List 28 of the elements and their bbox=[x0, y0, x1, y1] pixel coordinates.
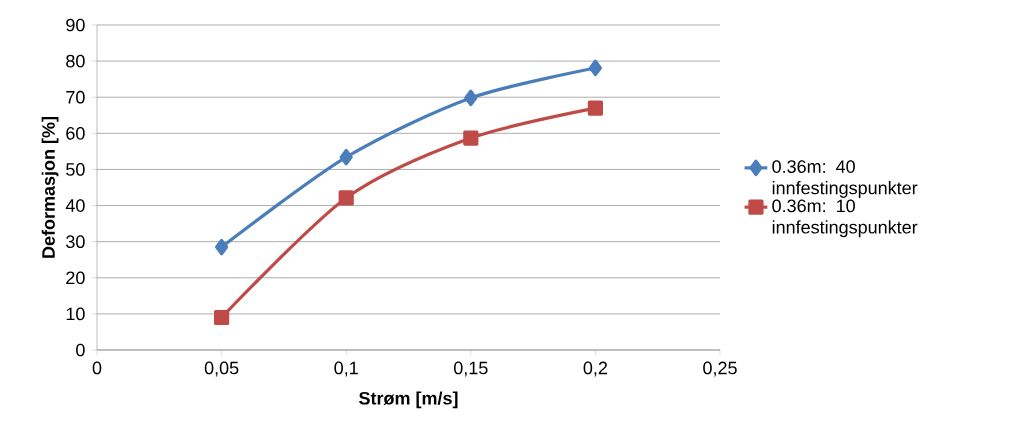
x-tick-label: 0,2 bbox=[583, 361, 608, 377]
x-tick-label: 0,05 bbox=[204, 361, 239, 377]
point bbox=[214, 309, 230, 326]
point bbox=[463, 130, 479, 146]
y-tick-label: 20 bbox=[66, 271, 85, 285]
x-tick-label: 0,25 bbox=[703, 361, 737, 377]
y-axis-title: Deformasjon [%] bbox=[41, 117, 59, 258]
y-tick-label: 50 bbox=[66, 163, 85, 176]
legend-label: 0.36m: 40 innfestingspunkter bbox=[772, 160, 918, 198]
y-tick-label: 40 bbox=[65, 199, 85, 212]
y-tick-label: 70 bbox=[66, 90, 85, 104]
x-tick-label: 0,15 bbox=[454, 361, 488, 377]
point bbox=[215, 238, 229, 256]
y-tick-label: 90 bbox=[66, 18, 85, 32]
x-axis-title: Strøm [m/s] bbox=[359, 391, 458, 409]
point bbox=[464, 89, 478, 107]
y-tick-label: 10 bbox=[66, 307, 85, 321]
y-tick-label: 60 bbox=[66, 126, 85, 140]
legend-label: 0.36m: 10 innfestingspunkter bbox=[772, 199, 918, 238]
y-tick-label: 80 bbox=[66, 54, 85, 68]
y-tick-label: 30 bbox=[66, 235, 85, 249]
x-tick-label: 0 bbox=[92, 361, 102, 375]
point bbox=[587, 100, 603, 116]
y-tick-label: 0 bbox=[76, 343, 85, 357]
point bbox=[338, 190, 354, 206]
point bbox=[339, 148, 353, 166]
point bbox=[588, 59, 603, 77]
x-tick-label: 0,1 bbox=[334, 361, 358, 377]
